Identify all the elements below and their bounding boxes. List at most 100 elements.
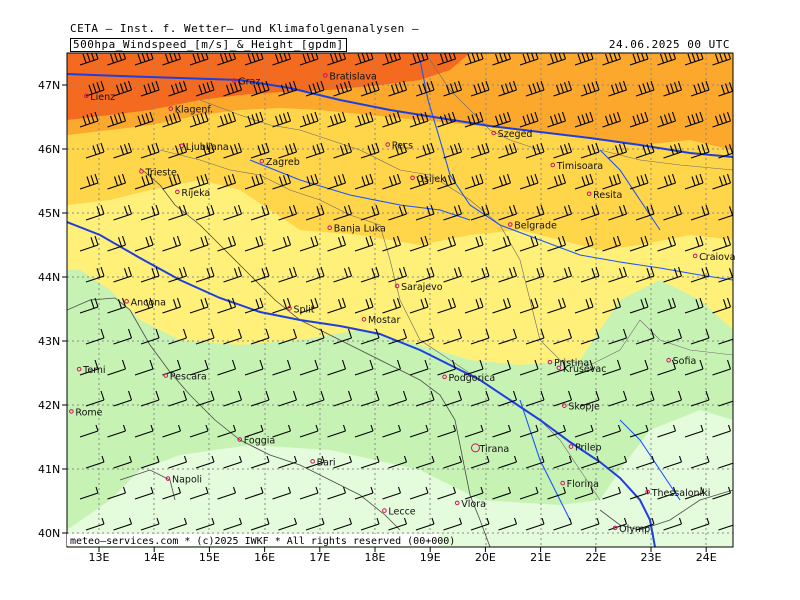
- wind-barb: [684, 235, 704, 252]
- wind-barb: [85, 328, 105, 345]
- wind-barb: [113, 204, 133, 221]
- wind-barb: [657, 111, 677, 128]
- city-dot: [491, 130, 496, 136]
- wind-barb: [250, 204, 270, 221]
- wind-barb: [657, 297, 677, 314]
- city: Olymp: [612, 524, 650, 535]
- wind-barb: [189, 486, 209, 500]
- wind-barb: [278, 517, 298, 531]
- wind-barb: [657, 173, 677, 190]
- wind-barb: [464, 297, 484, 314]
- height-contour-north: [67, 73, 733, 158]
- lon-label: 14E: [144, 551, 165, 564]
- city: Banja Luka: [327, 224, 386, 235]
- wind-barb: [168, 142, 188, 159]
- wind-barb: [305, 204, 325, 221]
- wind-speed-field: [67, 53, 733, 547]
- wind-barb: [712, 235, 732, 252]
- wind-barb: [382, 111, 402, 128]
- wind-barb: [602, 424, 622, 438]
- wind-barb: [223, 517, 243, 531]
- wind-barb: [382, 424, 402, 438]
- city-dot: [361, 316, 367, 322]
- wind-barb: [525, 328, 545, 345]
- wind-barb: [217, 173, 237, 190]
- wind-barb: [168, 328, 188, 345]
- wind-barb: [608, 142, 628, 159]
- wind-barb: [415, 80, 435, 97]
- lat-label: 42N: [38, 399, 60, 412]
- city-dot: [586, 191, 592, 197]
- wind-barb: [663, 455, 683, 469]
- city: Tirana: [470, 443, 509, 455]
- wind-barb: [272, 111, 292, 128]
- wind-barb: [195, 390, 215, 407]
- city-dot: [382, 508, 387, 513]
- wind-barb: [553, 517, 573, 531]
- lon-label: 15E: [199, 551, 220, 564]
- wind-barb: [525, 390, 545, 407]
- wind-barb: [580, 204, 600, 221]
- wind-barb: [629, 359, 649, 376]
- wind-barb: [299, 424, 319, 438]
- wind-barb: [602, 359, 622, 376]
- wind-barb: [498, 266, 518, 283]
- wind-barb: [189, 297, 209, 314]
- wind-barb: [525, 80, 545, 97]
- wind-barb: [492, 173, 512, 190]
- wind-barb: [663, 390, 683, 407]
- wind-barb: [195, 455, 215, 469]
- wind-barb: [409, 53, 429, 66]
- wind-barb: [244, 111, 264, 128]
- wind-barb: [464, 486, 484, 500]
- wind-barb: [574, 424, 594, 438]
- city-dot: [165, 476, 171, 481]
- wind-barb: [712, 424, 732, 438]
- city-label: Szeged: [498, 129, 533, 140]
- wind-barb: [443, 80, 463, 97]
- wind-barb: [223, 266, 243, 283]
- city-dot: [124, 299, 129, 304]
- band-strong: [67, 53, 470, 120]
- wind-barb: [718, 267, 733, 283]
- wind-barb: [443, 204, 463, 221]
- wind-barb: [498, 455, 518, 469]
- wind-barb: [299, 297, 319, 314]
- city: Foggia: [237, 436, 275, 447]
- wind-barb: [635, 142, 655, 159]
- city: Craiova: [692, 252, 735, 263]
- city-label: Craiova: [699, 252, 735, 263]
- wind-barb: [547, 173, 567, 190]
- wind-barb: [712, 486, 732, 500]
- wind-barb: [498, 517, 518, 531]
- wind-barb: [79, 173, 99, 190]
- lon-label: 17E: [309, 551, 330, 564]
- wind-barb: [519, 359, 539, 376]
- plot-frame: [66, 52, 734, 548]
- city: Zagreb: [259, 157, 300, 168]
- wind-barb: [360, 455, 380, 469]
- wind-barb: [278, 204, 298, 221]
- wind-barb: [250, 266, 270, 283]
- wind-barb: [519, 111, 539, 128]
- wind-barb: [657, 424, 677, 438]
- wind-barb: [553, 455, 573, 469]
- wind-barb: [635, 80, 655, 97]
- wind-barb: [134, 486, 154, 500]
- city: Rijeka: [175, 188, 210, 199]
- wind-barb: [663, 80, 683, 97]
- wind-barb: [113, 142, 133, 159]
- wind-barb: [470, 80, 490, 97]
- wind-barb: [113, 328, 133, 345]
- city-label: Lienz: [90, 92, 115, 103]
- wind-barb: [712, 359, 732, 376]
- city-dot: [560, 480, 565, 486]
- wind-barb: [635, 455, 655, 469]
- wind-barb: [547, 235, 567, 252]
- wind-barb: [464, 173, 484, 190]
- wind-barb: [305, 80, 325, 97]
- wind-barb: [684, 297, 704, 314]
- city-label: Ljubljana: [186, 142, 229, 153]
- city-label: Bratislava: [329, 71, 376, 82]
